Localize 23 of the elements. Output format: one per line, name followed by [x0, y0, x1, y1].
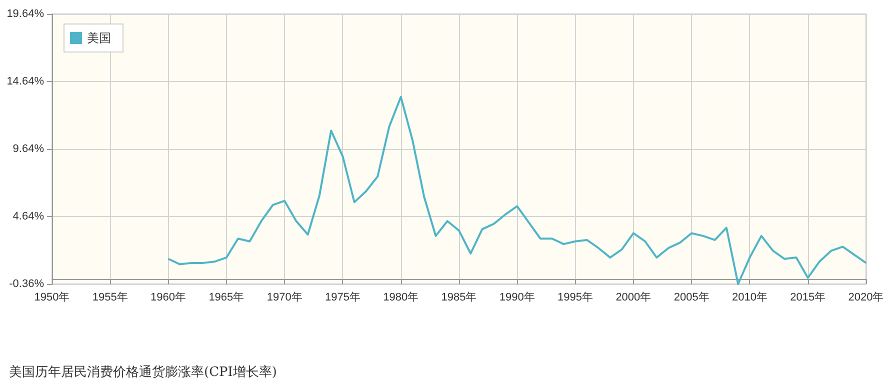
x-tick-label: 2020年	[848, 292, 884, 304]
legend-label: 美国	[87, 31, 111, 45]
y-tick-label: 4.64%	[12, 210, 44, 222]
y-tick-label: 9.64%	[12, 143, 44, 155]
x-tick-label: 1970年	[266, 292, 302, 304]
x-tick-label: 1950年	[34, 292, 70, 304]
line-series	[167, 96, 867, 285]
x-tick-label: 2005年	[674, 292, 710, 304]
x-tick-label: 1990年	[499, 292, 535, 304]
x-tick-label: 2010年	[732, 292, 768, 304]
x-tick-label: 1965年	[208, 292, 244, 304]
x-tick-label: 1960年	[150, 292, 186, 304]
x-tick-label: 1995年	[558, 292, 594, 304]
y-tick-label: 19.64%	[6, 8, 44, 20]
y-tick-label: -0.36%	[9, 278, 44, 290]
x-tick-label: 2015年	[790, 292, 826, 304]
x-tick-label: 2000年	[616, 292, 652, 304]
x-tick-label: 1975年	[324, 292, 360, 304]
x-tick-label: 1955年	[92, 292, 128, 304]
text: 美国历年居民消费价格通货膨涨率(CPI增长率)	[9, 364, 277, 380]
y-tick-label: 14.64%	[6, 76, 44, 88]
x-tick-label: 1980年	[383, 292, 419, 304]
x-tick-label: 1985年	[441, 292, 477, 304]
